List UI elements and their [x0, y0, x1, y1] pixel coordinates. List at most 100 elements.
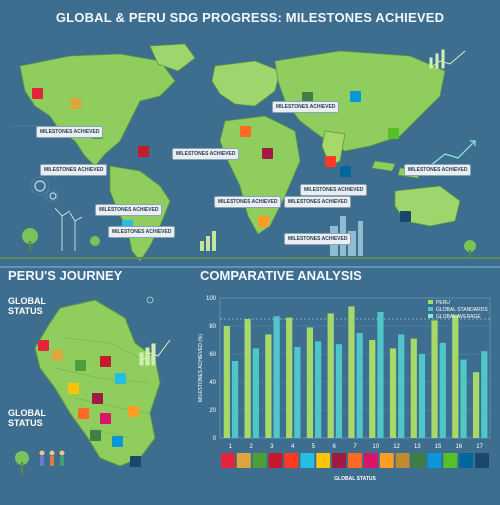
x-tick-label: 6	[333, 444, 337, 450]
x-tick-label: 2	[249, 444, 253, 450]
bar-global-standards	[377, 312, 384, 438]
tree-icon	[22, 228, 476, 258]
x-tick-label: 1	[229, 444, 233, 450]
sdg-icon	[363, 453, 378, 468]
milestone-tag: MILESTONES ACHIEVED	[36, 126, 104, 138]
bar-peru	[348, 306, 355, 438]
legend-label: GLOBAL STANDARDS	[436, 307, 488, 313]
comparative-chart: 0 20 40 60 80 100 MILESTONES ACHIEVED (%) 1 2 3 4 5…	[190, 288, 500, 500]
x-tick-label: 7	[353, 444, 357, 450]
bar-peru	[327, 313, 334, 438]
sdg-icon	[78, 408, 89, 419]
milestone-tag: MILESTONES ACHIEVED	[172, 148, 240, 160]
sdg-icon	[90, 430, 101, 441]
europe-shape	[211, 60, 281, 107]
sdg-icon	[395, 453, 410, 468]
sdg-icon	[332, 453, 347, 468]
sdg-icon	[138, 146, 149, 157]
legend-swatch	[428, 307, 433, 311]
world-map-graphic	[0, 43, 500, 262]
sdg-icon	[112, 436, 123, 447]
y-tick-label: 40	[209, 380, 216, 386]
bar-global-standards	[294, 347, 301, 438]
greenland-shape	[149, 43, 196, 72]
sdg-icon	[32, 88, 43, 99]
bar-global-standards	[273, 316, 280, 438]
bar-global-standards	[481, 351, 488, 438]
x-axis-label: GLOBAL STATUS	[334, 476, 376, 482]
sdg-icon	[252, 453, 267, 468]
sdg-icon	[68, 383, 79, 394]
bar-peru	[410, 338, 417, 438]
bar-global-standards	[398, 334, 405, 438]
milestone-tag: MILESTONES ACHIEVED	[108, 226, 176, 238]
y-tick-label: 20	[209, 408, 216, 414]
growth-chart-icon	[429, 49, 466, 69]
sdg-icon	[388, 128, 399, 139]
rising-arrow-icon	[429, 140, 476, 167]
milestone-tag: MILESTONES ACHIEVED	[40, 164, 108, 176]
bar-peru	[369, 340, 376, 438]
sdg-icon	[325, 156, 336, 167]
sdg-icon	[258, 216, 269, 227]
sdg-icon	[340, 166, 351, 177]
sdg-icon	[70, 98, 81, 109]
y-tick-label: 100	[206, 296, 217, 302]
sdg-icon	[302, 92, 313, 103]
sdg-icon	[221, 453, 235, 468]
x-tick-label: 13	[414, 444, 421, 450]
milestone-tag: MILESTONES ACHIEVED	[284, 233, 352, 245]
sdg-icon	[115, 373, 126, 384]
bar-peru	[472, 372, 480, 438]
x-tick-label: 17	[476, 444, 483, 450]
milestone-tag: MILESTONES ACHIEVED	[404, 164, 472, 176]
bar-chart-icon	[200, 231, 216, 251]
bar-peru	[306, 327, 314, 438]
legend-swatch	[428, 314, 433, 318]
analysis-section-title: COMPARATIVE ANALYSIS	[200, 268, 362, 283]
peru-panel: GLOBAL STATUS	[0, 288, 190, 500]
world-map: MILESTONES ACHIEVED MILESTONES ACHIEVED …	[0, 36, 500, 266]
sdg-icon	[236, 453, 251, 468]
sun-icon	[146, 296, 154, 304]
bar-global-standards	[315, 341, 322, 438]
sdg-icon	[348, 453, 362, 468]
sdg-icon	[411, 453, 426, 468]
global-status-label-bottom: GLOBAL STATUS	[8, 408, 46, 428]
x-tick-label: 10	[372, 444, 379, 450]
sdg-icon	[128, 406, 139, 417]
sdg-icon	[268, 453, 283, 468]
milestone-tag: MILESTONES ACHIEVED	[300, 184, 368, 196]
sdg-icon	[427, 453, 442, 468]
australia-shape	[394, 185, 461, 227]
bar-peru	[286, 317, 293, 438]
legend-label: GLOBAL AVERAGE	[436, 314, 481, 320]
y-tick-label: 0	[213, 436, 217, 442]
sdg-icon	[400, 211, 411, 222]
north-america-shape	[19, 53, 176, 167]
tree-icon	[15, 451, 29, 474]
sdg-icon	[443, 453, 458, 468]
bar-peru	[431, 320, 438, 438]
x-tick-label: 4	[291, 444, 295, 450]
sdg-icon	[240, 126, 251, 137]
sdg-icon	[379, 453, 394, 468]
sdg-icon	[130, 456, 141, 467]
legend-label: PERU	[436, 300, 450, 306]
x-tick-label: 16	[456, 444, 463, 450]
bar-global-standards	[418, 354, 426, 438]
bar-global-standards	[356, 333, 363, 438]
page-title: GLOBAL & PERU SDG PROGRESS: MILESTONES A…	[55, 10, 445, 25]
wind-turbine-icon	[54, 207, 83, 251]
bar-peru	[265, 334, 272, 438]
milestone-tag: MILESTONES ACHIEVED	[272, 101, 340, 113]
bar-global-standards	[439, 342, 446, 438]
bar-peru	[244, 319, 251, 438]
bar-peru	[389, 348, 397, 438]
y-tick-label: 60	[209, 352, 216, 358]
legend-swatch	[428, 300, 433, 304]
bar-peru	[223, 326, 230, 438]
growth-chart-icon	[139, 339, 171, 366]
x-tick-label: 12	[393, 444, 400, 450]
